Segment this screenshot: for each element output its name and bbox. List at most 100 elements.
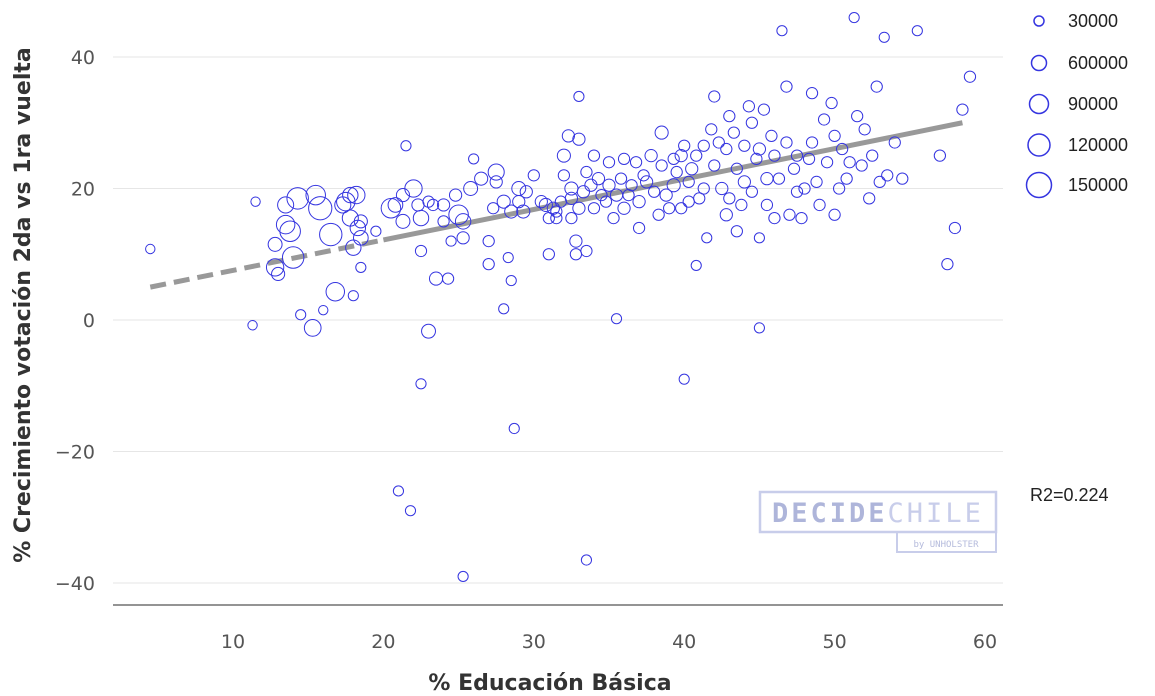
data-point [380,197,402,219]
data-point [303,319,322,337]
data-point [445,235,457,247]
data-point [305,184,326,206]
data-point [437,215,450,228]
data-point [768,149,781,162]
data-point [341,209,359,227]
data-point [512,195,526,209]
legend-marker [1028,93,1050,115]
data-point [267,236,283,252]
data-point [858,123,871,136]
data-point [468,153,480,165]
data-point [516,204,531,219]
data-point [768,211,781,225]
data-point [873,175,886,189]
data-point [663,202,676,215]
data-point [888,136,901,149]
data-point [347,290,359,302]
data-point [404,179,423,198]
data-point [667,152,680,166]
data-point [564,191,579,205]
data-point [595,188,608,202]
x-tick-label: 60 [973,631,997,653]
data-point [538,197,553,212]
data-point [569,248,583,261]
data-point [573,90,585,103]
x-tick-label: 50 [823,631,847,653]
data-point [690,259,702,272]
data-point [787,162,801,175]
y-tick-label: −40 [55,573,95,595]
data-point [941,257,954,271]
data-point [670,165,683,179]
y-tick-label: 0 [83,310,95,332]
data-point [637,169,650,182]
data-point [678,373,690,385]
data-point [587,202,601,215]
data-point [318,304,329,316]
data-point [780,80,793,93]
y-tick-label: 20 [71,179,95,201]
data-point [145,243,156,255]
data-point [697,139,710,152]
data-point [527,169,540,182]
data-point [392,485,405,497]
data-point [753,322,765,334]
data-point [565,211,578,225]
x-tick-label: 20 [371,631,395,653]
data-point [780,136,793,149]
data-point [654,125,669,140]
data-point [584,178,598,192]
data-point [415,378,427,390]
data-point [825,96,838,110]
watermark-text-dark: DECIDE [772,498,888,529]
data-point [599,195,613,208]
data-point [866,149,879,162]
data-point [712,136,725,149]
data-point [580,244,593,258]
data-point [805,87,819,100]
data-point [550,205,563,218]
data-point [550,211,563,225]
data-point [504,204,519,219]
data-point [896,172,909,185]
data-point [422,195,435,208]
data-point [591,172,606,186]
data-point [697,182,710,195]
data-point [820,156,834,169]
data-point [489,175,503,189]
x-tick-label: 30 [522,631,546,653]
data-point [502,251,514,264]
data-point [723,110,736,123]
data-point [745,185,759,198]
legend-marker [1027,133,1051,157]
data-point [448,204,469,226]
data-point [411,198,425,212]
data-point [835,142,849,156]
data-point [863,192,876,205]
watermark-subtext: by UNHOLSTER [913,540,979,550]
data-point [776,25,788,37]
data-point [828,208,841,221]
data-point [802,152,816,166]
data-point [738,139,751,152]
data-point [632,195,646,209]
data-point [319,222,343,247]
data-point [456,231,470,245]
data-point [414,244,428,258]
data-point [271,266,286,282]
data-point [355,261,367,273]
data-point [715,181,729,196]
watermark-text: DECIDECHILE [772,498,984,529]
legend-label: 150000 [1068,175,1128,195]
data-point [505,274,517,287]
data-point [705,123,718,136]
data-point [659,188,673,202]
data-point [708,90,721,103]
data-point [795,211,808,225]
data-point [772,172,786,185]
data-point [956,103,969,116]
data-point [828,129,841,143]
data-point [436,198,451,212]
data-point [655,159,668,172]
data-point [675,202,688,215]
